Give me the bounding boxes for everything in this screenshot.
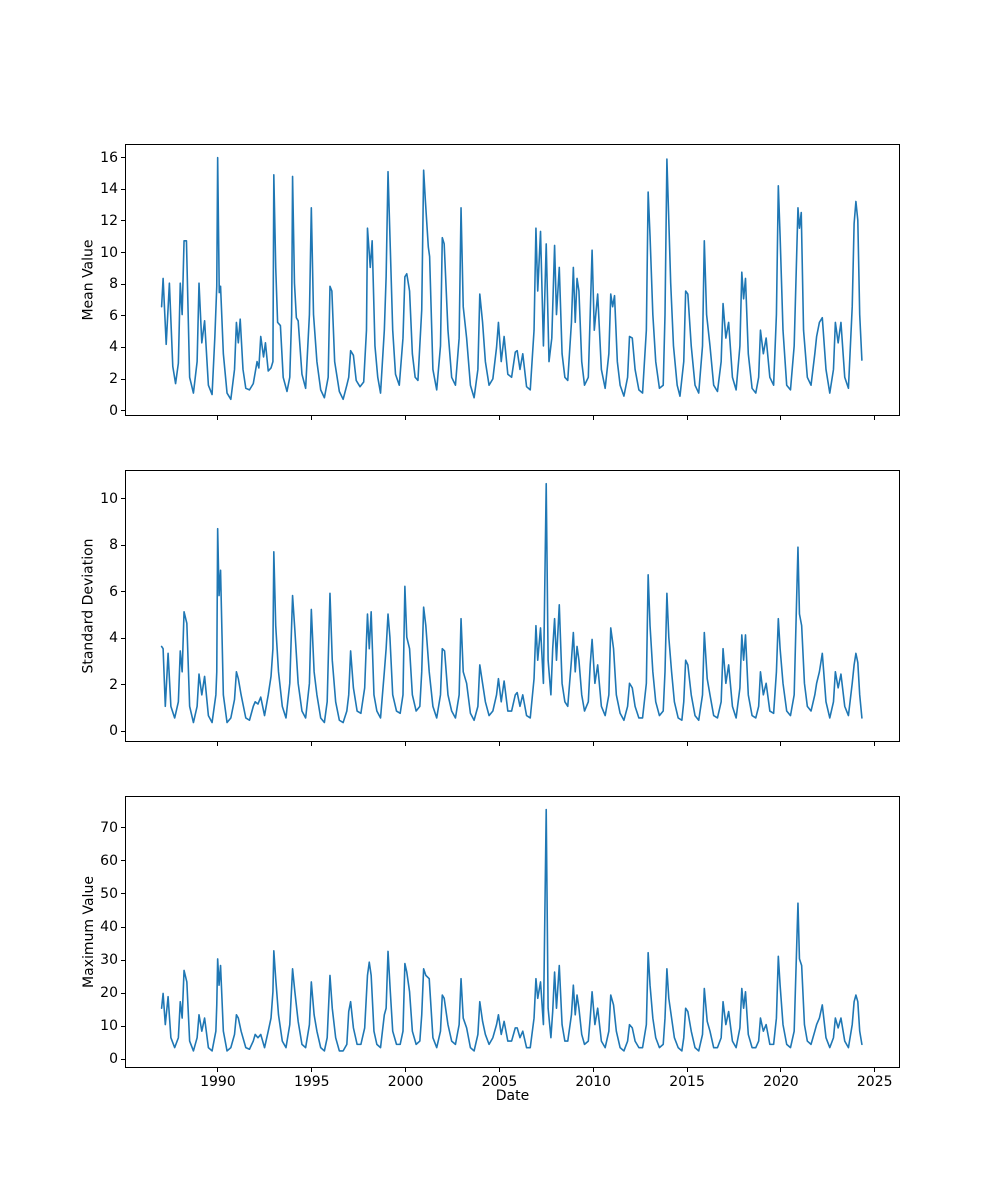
y-axis-title-text: Standard Deviation	[81, 538, 98, 674]
y-tick-label: 0	[109, 1051, 118, 1068]
x-tick-mark	[592, 416, 594, 420]
y-tick-label: 30	[100, 952, 118, 969]
x-tick-label: 2015	[669, 1074, 705, 1090]
y-tick-mark	[121, 498, 125, 500]
standard-deviation-line-chart	[160, 482, 863, 724]
y-tick-label: 50	[100, 885, 118, 902]
y-tick-mark	[121, 893, 125, 895]
x-tick-mark	[874, 742, 876, 746]
y-tick-label: 20	[100, 985, 118, 1002]
y-tick-label: 6	[109, 307, 118, 324]
x-tick-label: 2005	[481, 1074, 518, 1090]
y-tick-mark	[121, 1025, 125, 1027]
y-tick-label: 10	[100, 244, 118, 261]
standard-deviation-line	[160, 482, 863, 724]
y-tick-label: 8	[109, 537, 118, 554]
y-tick-mark	[121, 157, 125, 159]
x-tick-mark	[311, 742, 313, 746]
y-tick-label: 12	[100, 212, 118, 229]
y-tick-mark	[121, 283, 125, 285]
x-tick-mark	[592, 742, 594, 746]
y-tick-label: 40	[100, 919, 118, 936]
x-tick-mark	[686, 742, 688, 746]
y-tick-label: 14	[100, 181, 118, 198]
y-axis-title-std: Standard Deviation	[78, 471, 100, 741]
x-tick-mark	[311, 416, 313, 420]
y-tick-label: 10	[100, 490, 118, 507]
y-tick-label: 2	[109, 371, 118, 388]
y-tick-label: 10	[100, 1018, 118, 1035]
y-tick-mark	[121, 591, 125, 593]
y-tick-mark	[121, 992, 125, 994]
x-tick-label: 1995	[293, 1074, 330, 1090]
x-tick-mark	[217, 1068, 219, 1072]
x-tick-label: 2020	[763, 1074, 799, 1090]
x-tick-label: 2000	[387, 1074, 424, 1090]
y-tick-mark	[121, 378, 125, 380]
y-tick-mark	[121, 188, 125, 190]
y-tick-label: 0	[109, 723, 118, 740]
y-tick-mark	[121, 1058, 125, 1060]
x-tick-mark	[874, 1068, 876, 1072]
y-tick-mark	[121, 252, 125, 254]
y-tick-label: 4	[109, 630, 118, 647]
x-tick-mark	[592, 1068, 594, 1072]
y-tick-mark	[121, 410, 125, 412]
y-tick-label: 4	[109, 339, 118, 356]
maximum-value-line-chart	[160, 808, 863, 1052]
x-tick-label: 2025	[856, 1074, 893, 1090]
x-tick-mark	[874, 416, 876, 420]
y-tick-mark	[121, 730, 125, 732]
y-tick-label: 8	[109, 276, 118, 293]
x-tick-mark	[498, 742, 500, 746]
x-tick-mark	[686, 416, 688, 420]
x-tick-mark	[780, 1068, 782, 1072]
x-tick-mark	[498, 416, 500, 420]
x-tick-mark	[780, 742, 782, 746]
y-tick-label: 60	[100, 852, 118, 869]
x-tick-label: 1990	[200, 1074, 236, 1090]
y-tick-mark	[121, 684, 125, 686]
subplot-maximum-value: Maximum Value 0 10 20 30 40 50 60 70 1990 1995 200…	[81, 796, 900, 1089]
x-tick-mark	[217, 416, 219, 420]
x-tick-mark	[405, 1068, 407, 1072]
y-tick-mark	[121, 860, 125, 862]
maximum-value-line	[160, 808, 863, 1052]
y-tick-mark	[121, 959, 125, 961]
x-tick-mark	[686, 1068, 688, 1072]
subplot-standard-deviation: Standard Deviation 0 2 4 6 8 10	[81, 470, 900, 746]
y-tick-label: 0	[109, 402, 118, 419]
y-tick-mark	[121, 926, 125, 928]
y-tick-label: 70	[100, 819, 118, 836]
y-tick-mark	[121, 544, 125, 546]
x-tick-mark	[498, 1068, 500, 1072]
y-tick-label: 2	[109, 676, 118, 693]
x-tick-mark	[780, 416, 782, 420]
y-tick-mark	[121, 315, 125, 317]
x-axis-title: Date	[495, 1088, 530, 1104]
y-tick-mark	[121, 346, 125, 348]
x-tick-mark	[217, 742, 219, 746]
x-tick-mark	[405, 742, 407, 746]
y-tick-mark	[121, 637, 125, 639]
y-tick-mark	[121, 827, 125, 829]
x-tick-label: 2010	[575, 1074, 612, 1090]
y-tick-label: 6	[109, 583, 118, 600]
subplot-mean-value: Mean Value 0 2 4 6 8 10 12 14 16	[81, 144, 900, 420]
y-tick-mark	[121, 220, 125, 222]
mean-value-line-chart	[160, 156, 863, 401]
x-tick-mark	[405, 416, 407, 420]
mean-value-line	[160, 156, 863, 401]
y-tick-label: 16	[100, 149, 118, 166]
x-tick-mark	[311, 1068, 313, 1072]
